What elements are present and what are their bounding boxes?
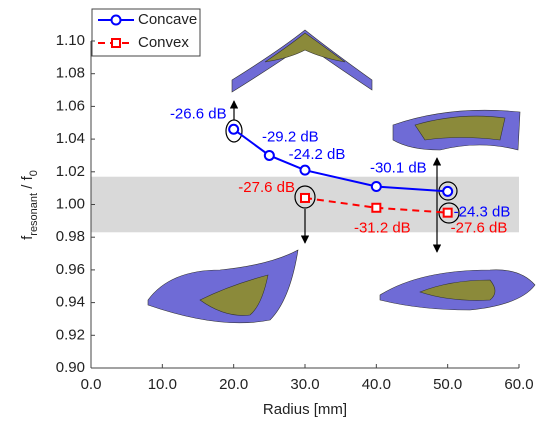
y-tick-label: 0.90 <box>56 359 85 376</box>
point-label: -27.6 dB <box>238 179 295 196</box>
legend <box>91 8 201 57</box>
y-tick-label: 1.06 <box>56 97 85 114</box>
x-tick-label: 10.0 <box>148 376 177 393</box>
x-tick-label: 60.0 <box>504 376 533 393</box>
y-label-subscript: resonant <box>28 193 40 236</box>
y-label-part: f <box>19 235 36 240</box>
point-label: -31.2 dB <box>354 220 411 237</box>
point <box>300 192 310 203</box>
x-tick-label: 0.0 <box>81 376 102 393</box>
y-label-subscript: 0 <box>28 170 40 176</box>
point <box>371 202 382 213</box>
y-tick-label: 0.94 <box>56 294 85 311</box>
y-label-part: / f <box>19 175 36 193</box>
point-label: -24.3 dB <box>454 203 511 220</box>
y-tick-label: 1.10 <box>56 32 85 49</box>
y-tick-label: 1.00 <box>56 195 85 212</box>
x-tick-label: 30.0 <box>290 376 319 393</box>
x-axis-label: Radius [mm] <box>263 401 347 418</box>
y-tick-label: 0.96 <box>56 261 85 278</box>
x-tick-label: 20.0 <box>219 376 248 393</box>
legend-marker <box>111 38 121 48</box>
y-tick-label: 0.98 <box>56 228 85 245</box>
point-label: -27.6 dB <box>451 220 508 237</box>
point <box>442 207 453 218</box>
x-tick-label: 50.0 <box>433 376 462 393</box>
point <box>299 164 311 176</box>
surface-illustrations <box>147 29 536 324</box>
point-label: -29.2 dB <box>262 128 319 145</box>
point-label: -24.2 dB <box>289 146 346 163</box>
point <box>442 185 454 197</box>
x-tick-label: 40.0 <box>362 376 391 393</box>
y-tick-label: 1.04 <box>56 130 85 147</box>
legend-marker <box>110 14 122 26</box>
annotations <box>225 100 460 253</box>
point <box>228 123 240 135</box>
y-tick-label: 1.02 <box>56 163 85 180</box>
point <box>370 181 382 193</box>
legend-label: Convex <box>138 34 189 51</box>
y-tick-label: 0.92 <box>56 326 85 343</box>
legend-label: Concave <box>138 11 197 28</box>
y-axis-label: fresonant / f0 <box>19 170 40 240</box>
y-tick-label: 1.08 <box>56 65 85 82</box>
point-label: -30.1 dB <box>370 159 427 176</box>
point <box>263 149 275 161</box>
point-label: -26.6 dB <box>170 105 227 122</box>
